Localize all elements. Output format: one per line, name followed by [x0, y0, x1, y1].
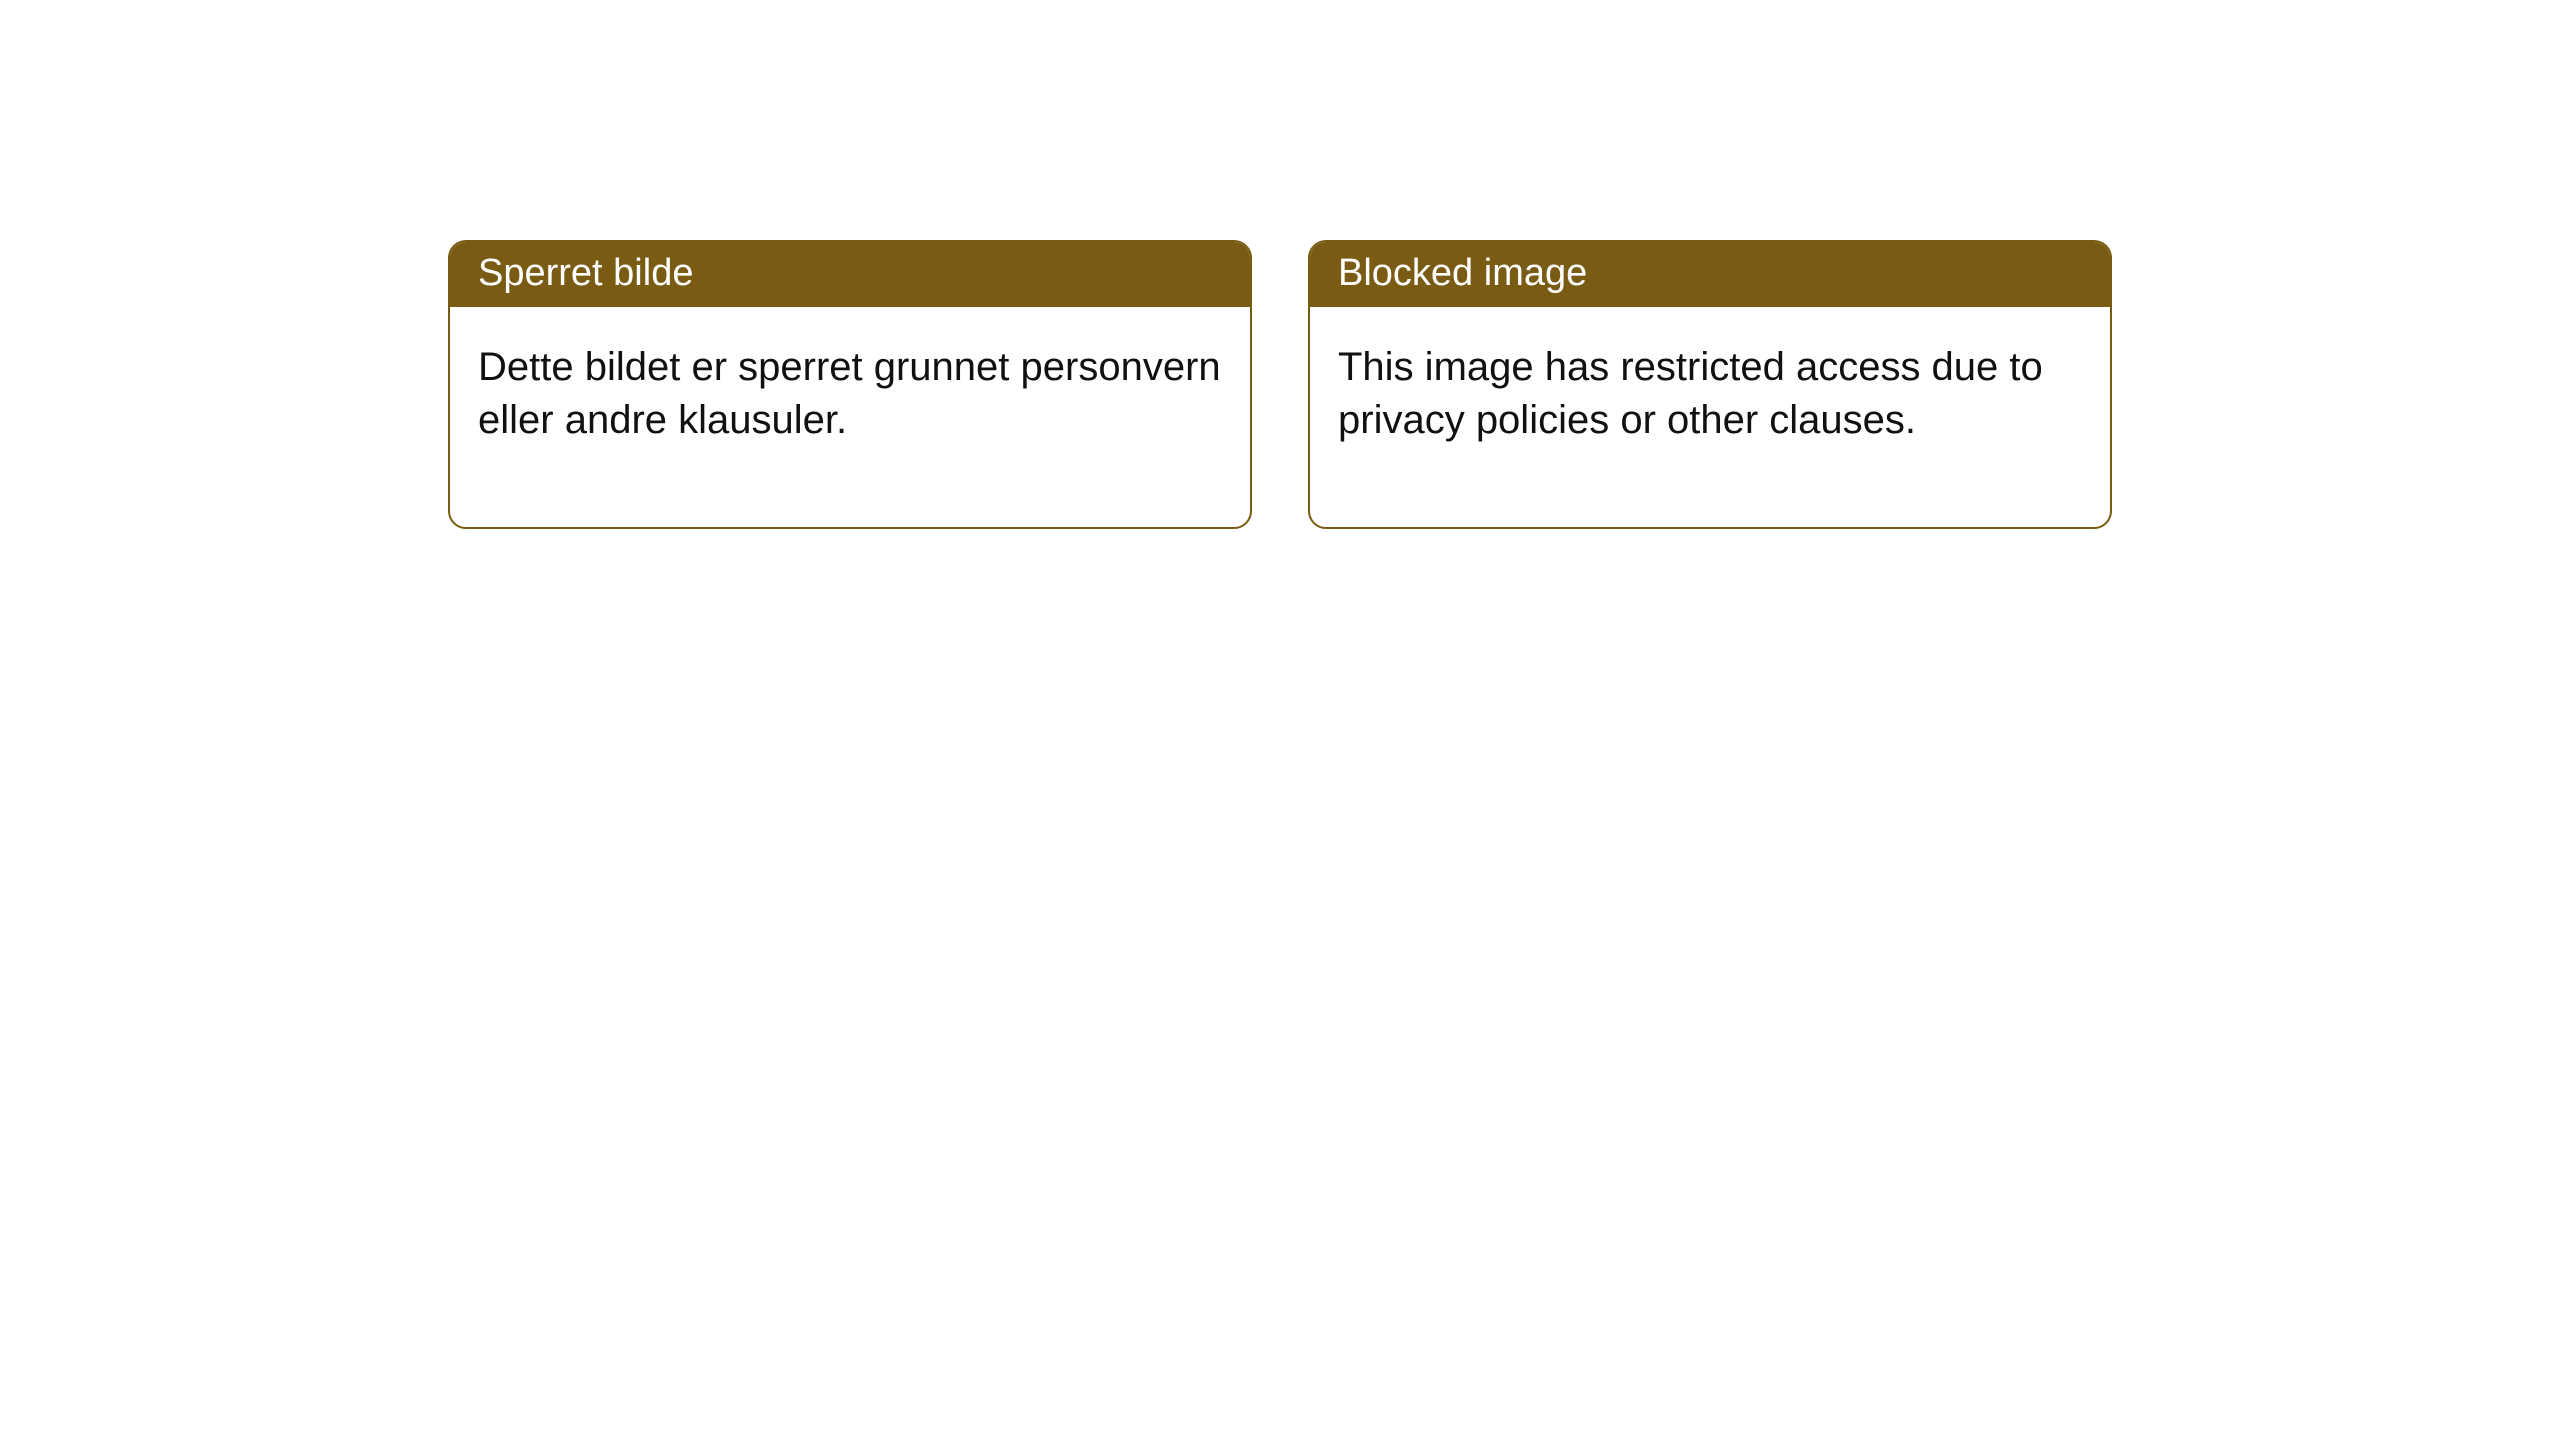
blocked-image-card-en: Blocked image This image has restricted …	[1308, 240, 2112, 529]
blocked-image-card-no: Sperret bilde Dette bildet er sperret gr…	[448, 240, 1252, 529]
card-body: This image has restricted access due to …	[1310, 307, 2110, 527]
card-header: Sperret bilde	[450, 242, 1250, 307]
card-body: Dette bildet er sperret grunnet personve…	[450, 307, 1250, 527]
card-header: Blocked image	[1310, 242, 2110, 307]
notice-container: Sperret bilde Dette bildet er sperret gr…	[0, 0, 2560, 529]
